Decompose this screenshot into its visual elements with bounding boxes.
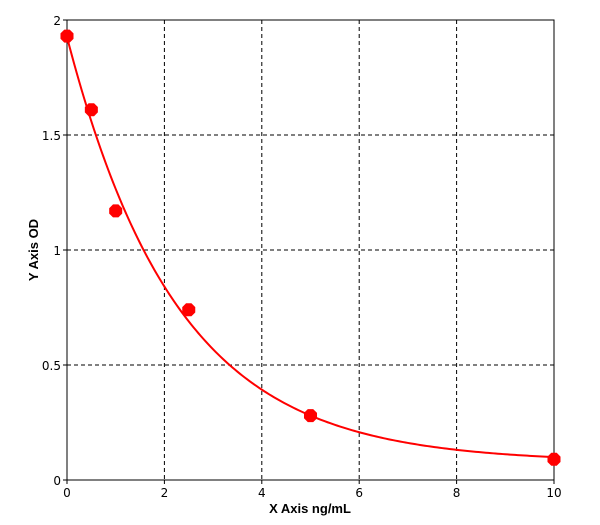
x-tick-label: 4 (258, 486, 266, 500)
data-point (60, 29, 74, 43)
y-tick-label: 1 (53, 244, 61, 258)
y-tick-label: 0 (53, 474, 61, 488)
data-point (109, 204, 123, 218)
x-tick-label: 6 (355, 486, 363, 500)
y-tick-label: 2 (53, 14, 61, 28)
data-point (547, 452, 561, 466)
x-tick-label: 8 (453, 486, 461, 500)
data-points (60, 29, 561, 466)
y-tick-label: 0.5 (42, 359, 61, 373)
plot-area (66, 19, 555, 481)
axis-ticks: 0 2 4 6 8 10 0 0.5 1 1.5 2 (42, 14, 562, 500)
y-tick-label: 1.5 (42, 129, 61, 143)
x-tick-label: 2 (161, 486, 169, 500)
y-axis-title: Y Axis OD (26, 219, 41, 281)
data-point (84, 103, 98, 117)
x-tick-label: 0 (63, 486, 71, 500)
x-axis-title: X Axis ng/mL (269, 501, 351, 516)
data-point (303, 409, 318, 423)
data-point (182, 303, 196, 317)
x-tick-label: 10 (546, 486, 561, 500)
